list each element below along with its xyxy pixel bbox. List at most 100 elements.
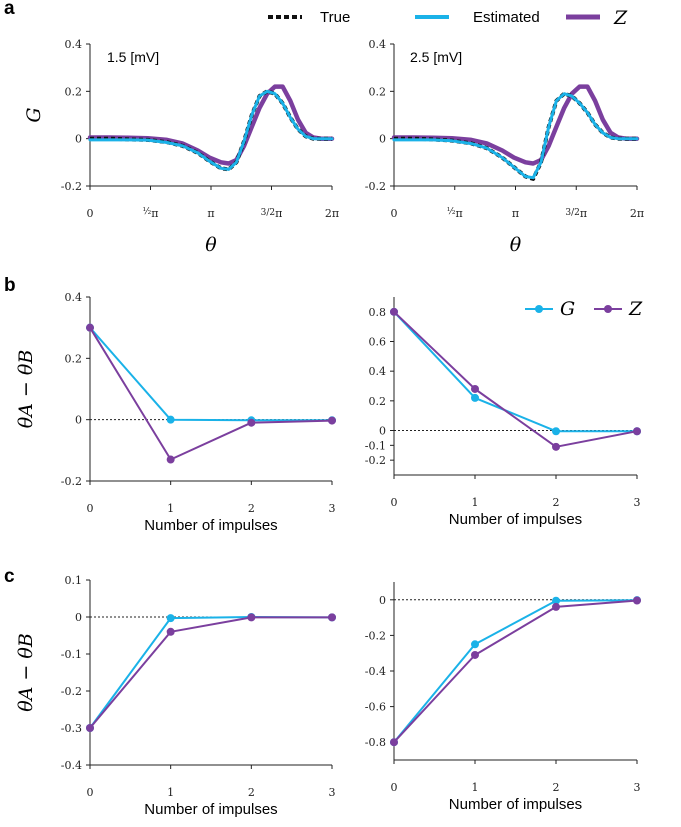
legend-top: True Estimated Z [268,7,628,29]
legend-z-label: Z [613,7,628,29]
x-tick-label: 2π [325,207,339,220]
data-point-z [86,724,94,732]
x-tick-label: 0 [87,786,94,799]
data-point-z [166,455,175,464]
y-tick-label: -0.4 [365,665,386,678]
x-tick-label: 0 [391,207,398,220]
y-tick-label: -0.1 [365,439,386,452]
data-point-z [552,442,560,451]
legend-g-marker [535,305,543,313]
y-tick-label: 0.4 [369,38,387,51]
series-line-z [89,326,333,461]
panel-letter-c: c [4,566,15,587]
series-line-z [89,616,333,729]
x-tick-label: 3 [634,781,641,794]
series-line-z [393,599,638,744]
data-point-g [166,614,175,623]
legend-estimated-label: Estimated [473,9,540,26]
legend-z2-label: Z [628,298,643,320]
y-tick-label: -0.2 [61,685,82,698]
data-point-z [328,416,336,425]
data-point-z [633,596,641,605]
x-tick-label: 2 [248,502,255,515]
chart-a-left: -0.2 0 0.2 0.4 0 ½π π 3/2π 2π 1.5 [mV] θ G [23,38,339,256]
x-tick-label: 1 [167,786,174,799]
legend-z2-marker [604,305,612,313]
y-tick-label: 0.8 [369,306,387,319]
data-point-z [86,323,94,332]
x-tick-label: 2 [248,786,255,799]
data-point-z [390,307,398,316]
y-tick-label: 0.4 [65,291,83,304]
x-tick-label: 3/2π [565,207,587,220]
x-tick-label: 1 [167,502,174,515]
x-tick-label: 1 [472,781,479,794]
x-tick-label: 3 [329,502,336,515]
series-line-g [89,616,333,729]
x-axis-label: Number of impulses [449,511,582,528]
data-point-g [166,415,175,424]
y-tick-label: 0 [379,594,386,607]
series-line-estimated [392,92,639,180]
series-line-z [87,84,335,166]
y-tick-label: -0.3 [61,722,82,735]
x-tick-label: 2π [630,207,644,220]
series-line-g [393,310,638,433]
chart-a-right: -0.2 0 0.2 0.4 0 ½π π 3/2π 2π 2.5 [mV] θ [365,38,644,256]
x-tick-label: ½π [447,206,463,220]
voltage-annotation: 2.5 [mV] [410,49,462,65]
x-tick-label: ½π [143,206,159,220]
legend-true-label: True [320,9,350,26]
chart-b-left: -0.2 0 0.2 0.4 0 1 2 3 Number of impulses θA − θB [15,291,336,534]
y-tick-label: 0 [75,414,82,427]
y-tick-label: 0 [75,611,82,624]
x-axis-label: θ [205,234,217,256]
data-point-g [471,393,479,402]
y-tick-label: -0.2 [365,629,386,642]
x-tick-label: 2 [553,781,560,794]
x-tick-label: π [512,207,519,220]
x-axis-label: Number of impulses [144,801,277,818]
y-tick-label: 0 [75,133,82,146]
y-tick-label: 0.4 [369,365,387,378]
y-tick-label: -0.8 [365,736,386,749]
y-tick-label: -0.2 [365,454,386,467]
chart-c-right: -0.8 -0.6 -0.4 -0.2 0 0 1 2 3 Number of impulses [365,582,641,813]
x-axis-label: θ [510,234,522,256]
y-axis-label: θA − θB [15,633,37,712]
x-tick-label: 2 [553,496,560,509]
y-tick-label: -0.2 [61,475,82,488]
legend-b: G Z [525,298,643,320]
data-point-g [552,596,560,605]
y-tick-label: -0.4 [61,759,82,772]
y-tick-label: 0.2 [369,85,387,98]
data-point-z [247,418,256,427]
chart-c-left: -0.4 -0.3 -0.2 -0.1 0 0.1 0 1 2 3 Number of impuls… [15,574,336,818]
y-tick-label: 0.1 [65,574,83,587]
x-tick-label: 3 [329,786,336,799]
x-tick-label: 0 [87,502,94,515]
data-point-g [552,427,560,436]
x-tick-label: 0 [391,496,398,509]
x-tick-label: 3 [634,496,641,509]
x-tick-label: 0 [87,207,94,220]
data-point-z [247,613,256,622]
data-point-g [471,640,479,649]
data-point-z [390,738,398,747]
charts-layer: -0.200.20.40 ½π π 3/2π 2π1.5 [mV]θG-0.200.20… [15,38,644,818]
legend-g-label: G [560,298,575,320]
y-tick-label: 0.2 [369,395,387,408]
x-tick-label: 1 [472,496,479,509]
x-tick-label: 3/2π [261,207,283,220]
y-tick-label: 0.2 [65,85,83,98]
y-tick-label: -0.2 [61,180,82,193]
series-line-g [89,326,333,422]
data-point-z [552,602,560,611]
y-axis-label: G [23,107,45,122]
y-tick-label: 0.2 [65,352,83,365]
data-point-z [633,427,641,436]
y-tick-label: 0.4 [65,38,83,51]
y-tick-label: -0.2 [365,180,386,193]
